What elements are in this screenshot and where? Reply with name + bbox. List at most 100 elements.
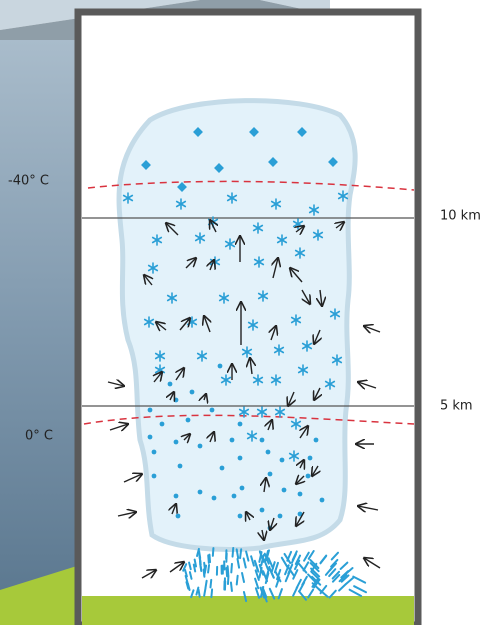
droplet <box>259 507 265 513</box>
rain-streak <box>295 578 302 590</box>
rain-streak <box>254 587 261 599</box>
droplet <box>297 491 303 497</box>
rain-streak <box>196 547 200 558</box>
droplet <box>319 497 325 503</box>
isotherm <box>83 414 415 425</box>
rain-streak <box>338 573 348 583</box>
air-flow-arrow <box>358 506 379 510</box>
rain-streak <box>254 569 260 581</box>
air-flow-arrow <box>314 387 320 400</box>
ground-left <box>0 565 80 625</box>
rain-streak <box>230 562 233 574</box>
air-flow-arrow <box>270 517 274 530</box>
rain-streak <box>239 548 243 560</box>
droplet <box>147 434 153 440</box>
air-flow-arrow <box>141 570 156 578</box>
rain-streak <box>204 579 208 590</box>
droplet <box>185 417 191 423</box>
rain-streak <box>211 547 215 557</box>
rain-streak <box>353 585 368 594</box>
particles <box>107 127 381 578</box>
droplet <box>209 407 215 413</box>
air-flow-arrow <box>364 326 381 332</box>
rain-streak <box>307 573 317 584</box>
air-flow-arrow <box>172 504 176 515</box>
air-flow-arrow <box>288 391 294 406</box>
rain-streak <box>319 555 328 565</box>
air-flow-arrow <box>210 220 216 233</box>
droplet <box>237 421 243 427</box>
air-flow-arrow <box>320 289 322 306</box>
droplet <box>259 437 265 443</box>
droplet <box>189 389 195 395</box>
height-label: 5 km <box>440 399 473 414</box>
rain-streak <box>307 588 315 599</box>
droplet <box>151 473 157 479</box>
air-flow-arrow <box>296 226 304 232</box>
droplet <box>307 455 313 461</box>
air-flow-arrow <box>358 382 377 388</box>
rain-streak <box>313 578 321 589</box>
rain-streak <box>199 562 203 572</box>
air-flow-arrow <box>250 358 252 375</box>
rain-streak <box>328 589 337 599</box>
rain-streak <box>258 563 265 576</box>
rain-streak <box>268 587 276 600</box>
rain-streak <box>338 583 347 592</box>
droplet <box>297 511 303 517</box>
rain-streak <box>311 578 319 588</box>
rain-streak <box>280 556 289 568</box>
rain-streak <box>192 563 197 573</box>
droplet <box>217 363 223 369</box>
rain-streak <box>184 574 189 584</box>
valley-wall <box>0 40 80 625</box>
droplet <box>237 455 243 461</box>
air-flow-arrow <box>169 562 184 573</box>
rain-streak <box>210 588 214 599</box>
ice-crystal <box>177 182 187 192</box>
rain-streak <box>208 553 212 564</box>
rain-streak <box>277 588 283 600</box>
rain-streak <box>193 558 198 568</box>
rain-streak <box>290 553 297 564</box>
rain-streak <box>262 570 269 583</box>
droplet <box>173 397 179 403</box>
air-flow-arrow <box>336 222 344 228</box>
rain-streak <box>260 554 265 566</box>
droplet <box>281 487 287 493</box>
air-flow-arrow <box>273 258 278 279</box>
air-flow-arrow <box>268 420 272 431</box>
rain <box>182 547 368 603</box>
rain-streak <box>264 549 270 562</box>
rain-streak <box>188 561 192 571</box>
ice-crystal <box>214 163 224 173</box>
rain-streak <box>235 574 239 586</box>
rain-streak <box>348 588 363 597</box>
rain-streak <box>190 589 195 599</box>
rain-streak <box>331 570 341 580</box>
air-flow-arrow <box>300 460 304 468</box>
droplet <box>237 513 243 519</box>
sky-band <box>0 0 330 30</box>
rain-streak <box>340 574 350 583</box>
rain-streak <box>197 588 201 598</box>
rain-streak <box>310 567 321 578</box>
air-flow-arrow <box>107 382 124 386</box>
rain-streak <box>236 557 241 569</box>
rain-streak <box>254 561 260 573</box>
air-flow-arrow <box>264 478 266 493</box>
droplet <box>175 513 181 519</box>
droplet <box>177 463 183 469</box>
ice-crystal <box>141 160 151 170</box>
droplet <box>159 421 165 427</box>
rain-streak <box>195 586 200 596</box>
rain-streak <box>267 557 274 570</box>
air-flow-arrow <box>364 558 381 569</box>
air-flow-arrow <box>312 465 318 476</box>
air-flow-arrow <box>176 368 184 381</box>
rain-streak <box>268 566 275 579</box>
droplet <box>173 439 179 445</box>
air-flow-arrow <box>210 260 214 271</box>
rain-streak <box>225 566 229 578</box>
